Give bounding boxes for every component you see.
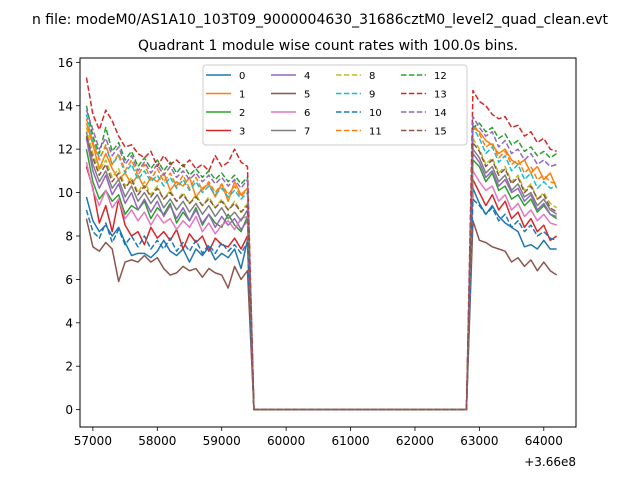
- axes-frame: [79, 57, 577, 428]
- legend-label-7: 7: [304, 127, 310, 138]
- chart-title: Quadrant 1 module wise count rates with …: [138, 38, 518, 54]
- series-line-15: [85, 135, 558, 411]
- legend-label-13: 13: [434, 90, 447, 101]
- legend-label-14: 14: [434, 108, 447, 119]
- series-line-14: [85, 109, 557, 411]
- x-tick-label: 61000: [331, 434, 369, 448]
- y-tick-label: 16: [58, 56, 73, 70]
- series-line-13: [85, 77, 557, 411]
- legend-label-0: 0: [239, 71, 245, 82]
- x-tick-label: 64000: [525, 434, 563, 448]
- series-line-8: [85, 127, 558, 411]
- y-tick-label: 8: [65, 229, 73, 243]
- figure-suptitle: n file: modeM0/AS1A10_103T09_9000004630_…: [32, 12, 609, 28]
- y-tick-label: 14: [58, 99, 73, 113]
- legend-label-12: 12: [434, 71, 447, 82]
- legend-label-2: 2: [239, 108, 245, 119]
- series-line-2: [85, 149, 558, 411]
- legend-label-9: 9: [369, 90, 375, 101]
- x-axis-offset-label: +3.66e8: [524, 455, 576, 469]
- series-line-3: [85, 166, 558, 411]
- legend-label-15: 15: [434, 127, 447, 138]
- legend-label-5: 5: [304, 90, 310, 101]
- series-line-11: [85, 118, 557, 411]
- legend-label-11: 11: [369, 127, 382, 138]
- legend-label-4: 4: [304, 71, 310, 82]
- y-tick-label: 2: [65, 360, 73, 374]
- series-lines: [85, 77, 558, 411]
- series-line-9: [85, 114, 557, 411]
- legend-label-8: 8: [369, 71, 375, 82]
- x-tick-label: 58000: [138, 434, 176, 448]
- y-tick-label: 12: [58, 143, 73, 157]
- x-tick-label: 62000: [396, 434, 434, 448]
- series-line-0: [85, 187, 557, 411]
- series-line-7: [85, 131, 558, 411]
- y-tick-label: 10: [58, 186, 73, 200]
- x-tick-label: 57000: [74, 434, 112, 448]
- series-line-6: [85, 162, 557, 411]
- series-line-4: [85, 138, 557, 411]
- x-tick-label: 63000: [460, 434, 498, 448]
- legend-label-3: 3: [239, 127, 245, 138]
- x-axis: 57000 58000 59000 60000 61000 62000 63000 64000: [74, 427, 563, 448]
- x-tick-label: 59000: [203, 434, 241, 448]
- legend-label-1: 1: [239, 90, 245, 101]
- legend-label-10: 10: [369, 108, 382, 119]
- x-tick-label: 60000: [267, 434, 305, 448]
- y-tick-label: 0: [65, 403, 73, 417]
- series-line-5: [85, 218, 558, 411]
- y-tick-label: 4: [65, 316, 73, 330]
- legend-label-6: 6: [304, 108, 310, 119]
- series-line-12: [85, 105, 558, 411]
- y-axis: 0 2 4 6 8 10 12 14 16: [58, 56, 80, 417]
- series-line-10: [85, 198, 557, 411]
- y-tick-label: 6: [65, 273, 73, 287]
- legend-box: [202, 64, 468, 146]
